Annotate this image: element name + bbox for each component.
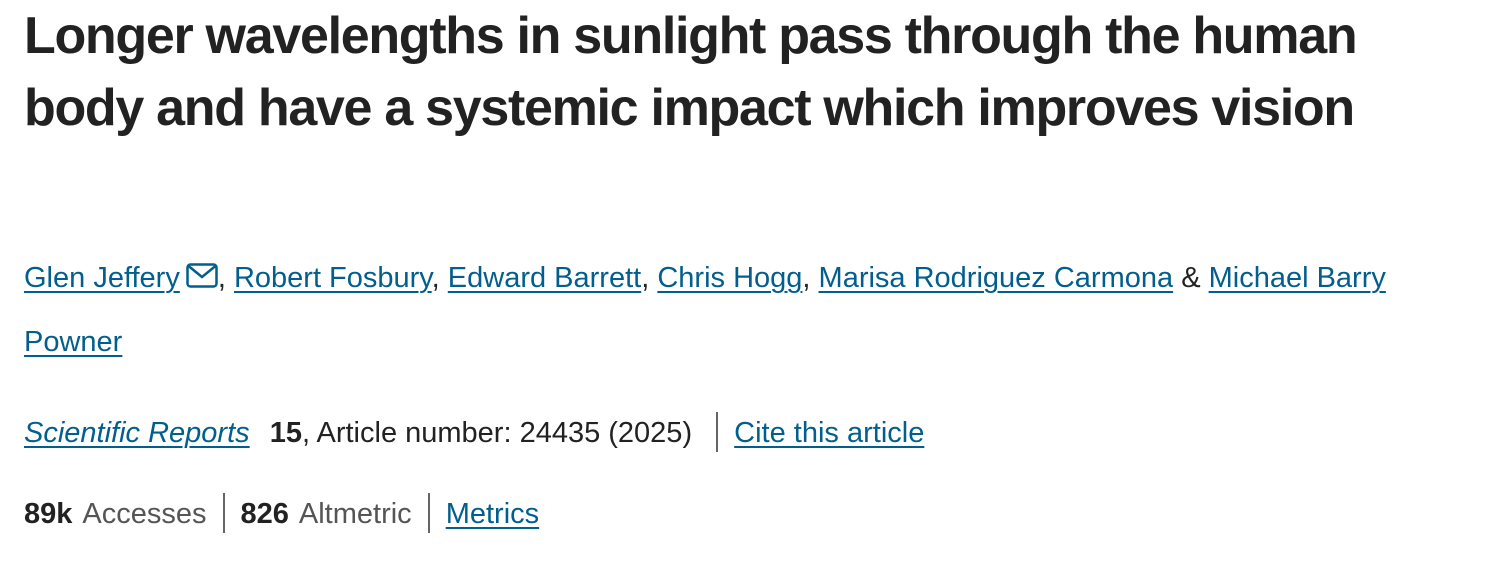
separator: ,	[641, 262, 650, 294]
separator: &	[1181, 262, 1201, 294]
author-link[interactable]: Edward Barrett	[447, 262, 642, 294]
author-link[interactable]: Chris Hogg	[657, 262, 803, 294]
separator: ,	[217, 262, 226, 294]
email-icon[interactable]	[186, 263, 218, 289]
volume: 15	[269, 417, 302, 449]
journal-link[interactable]: Scientific Reports	[24, 417, 250, 449]
metrics-link[interactable]: Metrics	[445, 498, 540, 530]
metric-value: 826	[240, 498, 289, 530]
article-details: , Article number: 24435 (2025)	[301, 417, 693, 449]
author-link[interactable]: Robert Fosbury	[233, 262, 432, 294]
metrics-line: 89k Accesses 826 Altmetric Metrics	[24, 493, 539, 534]
divider	[222, 493, 225, 533]
author-list: Glen Jeffery, Robert Fosbury, Edward Bar…	[24, 246, 1464, 374]
metric-value: 89k	[24, 498, 73, 530]
divider	[716, 412, 719, 452]
author-link[interactable]: Michael Barry Powner	[24, 262, 1386, 358]
cite-link[interactable]: Cite this article	[734, 417, 925, 449]
separator: ,	[802, 262, 811, 294]
metric-label: Accesses	[82, 498, 207, 530]
citation-line: Scientific Reports 15, Article number: 2…	[24, 412, 924, 453]
author-link[interactable]: Marisa Rodriguez Carmona	[818, 262, 1174, 294]
metric-label: Altmetric	[298, 498, 412, 530]
separator: ,	[431, 262, 440, 294]
divider	[427, 493, 430, 533]
article-title: Longer wavelengths in sunlight pass thro…	[24, 7, 1358, 137]
author-link[interactable]: Glen Jeffery	[24, 262, 180, 294]
